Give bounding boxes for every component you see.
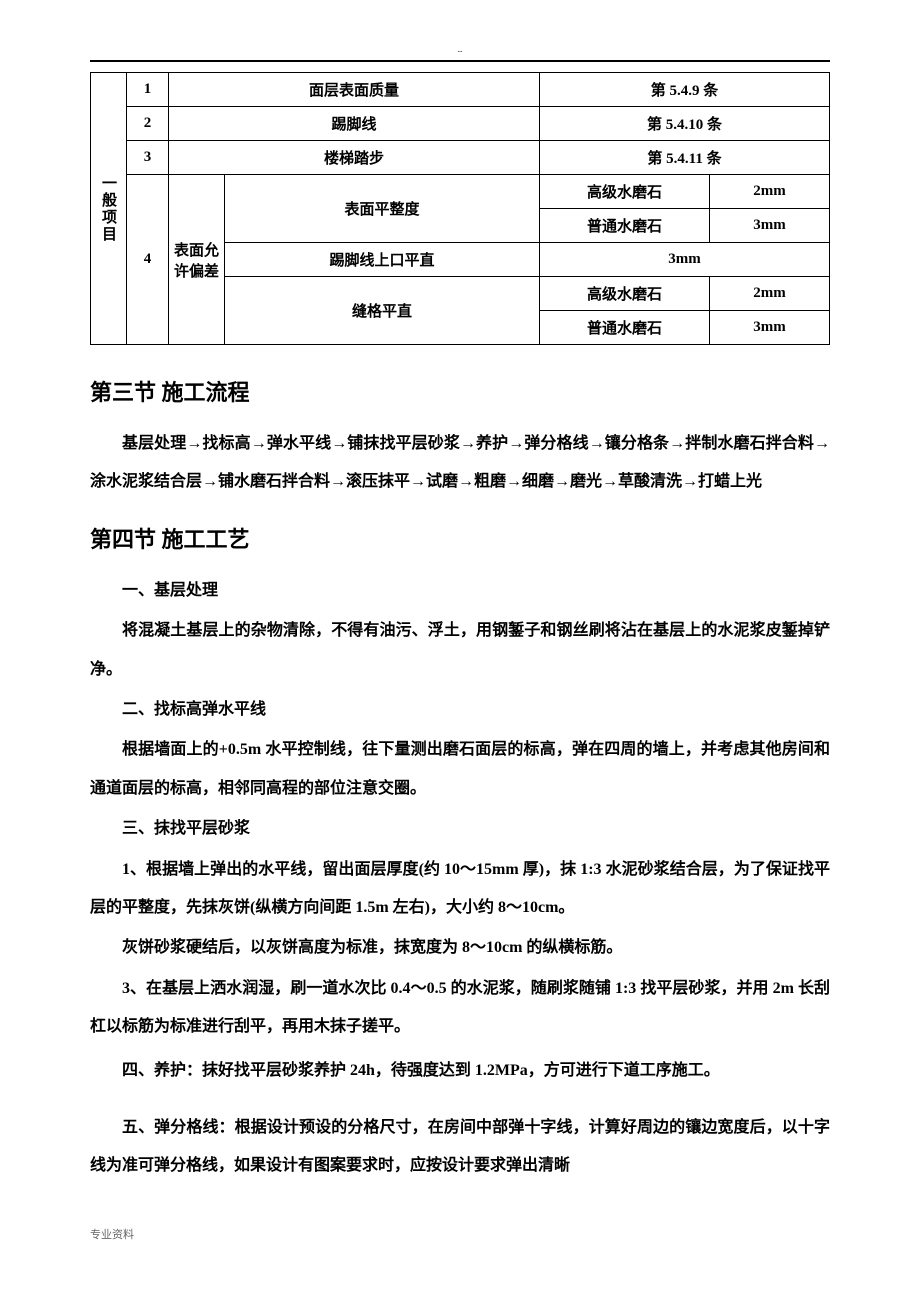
- inline-para: 四、养护：抹好找平层砂浆养护 24h，待强度达到 1.2MPa，方可进行下道工序…: [90, 1052, 830, 1090]
- item-ref: 第 5.4.9 条: [540, 73, 830, 107]
- grade: 高级水磨石: [540, 175, 710, 209]
- header-marker: ..: [454, 44, 467, 54]
- row-num: 4: [127, 175, 169, 345]
- grade: 高级水磨石: [540, 277, 710, 311]
- item-ref: 第 5.4.11 条: [540, 141, 830, 175]
- quality-table: 一般项目 1 面层表面质量 第 5.4.9 条 2 踢脚线 第 5.4.10 条…: [90, 72, 830, 345]
- item-name: 楼梯踏步: [169, 141, 540, 175]
- sub-heading: 一、基层处理: [90, 572, 830, 610]
- flow-text: 基层处理→找标高→弹水平线→铺抹找平层砂浆→养护→弹分格线→镶分格条→拌制水磨石…: [90, 425, 830, 502]
- value: 3mm: [710, 311, 830, 345]
- sub-heading: 三、抹找平层砂浆: [90, 810, 830, 848]
- item-name: 踢脚线: [169, 107, 540, 141]
- row-num: 2: [127, 107, 169, 141]
- value: 3mm: [540, 243, 830, 277]
- table-row: 2 踢脚线 第 5.4.10 条: [91, 107, 830, 141]
- table-row: 一般项目 1 面层表面质量 第 5.4.9 条: [91, 73, 830, 107]
- value: 2mm: [710, 175, 830, 209]
- group-label: 一般项目: [91, 73, 127, 345]
- table-row: 4 表面允许偏差 表面平整度 高级水磨石 2mm: [91, 175, 830, 209]
- row-num: 3: [127, 141, 169, 175]
- item-name: 面层表面质量: [169, 73, 540, 107]
- sub-label: 表面允许偏差: [169, 175, 225, 345]
- row-num: 1: [127, 73, 169, 107]
- paragraph: 根据墙面上的+0.5m 水平控制线，往下量测出磨石面层的标高，弹在四周的墙上，并…: [90, 731, 830, 808]
- footer-text: 专业资料: [90, 1226, 830, 1242]
- table-row: 3 楼梯踏步 第 5.4.11 条: [91, 141, 830, 175]
- page-header: ..: [90, 60, 830, 62]
- inline-para: 五、弹分格线：根据设计预设的分格尺寸，在房间中部弹十字线，计算好周边的镶边宽度后…: [90, 1109, 830, 1186]
- tolerance-name: 踢脚线上口平直: [225, 243, 540, 277]
- value: 2mm: [710, 277, 830, 311]
- section-3-title: 第三节 施工流程: [90, 375, 830, 407]
- tolerance-name: 缝格平直: [225, 277, 540, 345]
- paragraph: 将混凝土基层上的杂物清除，不得有油污、浮土，用钢錾子和钢丝刷将沾在基层上的水泥浆…: [90, 612, 830, 689]
- numbered-para: 1、根据墙上弹出的水平线，留出面层厚度(约 10～15mm 厚)，抹 1:3 水…: [90, 851, 830, 928]
- numbered-para: 灰饼砂浆硬结后，以灰饼高度为标准，抹宽度为 8～10cm 的纵横标筋。: [90, 929, 830, 967]
- sub-heading: 二、找标高弹水平线: [90, 691, 830, 729]
- tolerance-name: 表面平整度: [225, 175, 540, 243]
- grade: 普通水磨石: [540, 209, 710, 243]
- value: 3mm: [710, 209, 830, 243]
- grade: 普通水磨石: [540, 311, 710, 345]
- section-4-title: 第四节 施工工艺: [90, 522, 830, 554]
- numbered-para: 3、在基层上洒水润湿，刷一道水次比 0.4～0.5 的水泥浆，随刷浆随铺 1:3…: [90, 970, 830, 1047]
- item-ref: 第 5.4.10 条: [540, 107, 830, 141]
